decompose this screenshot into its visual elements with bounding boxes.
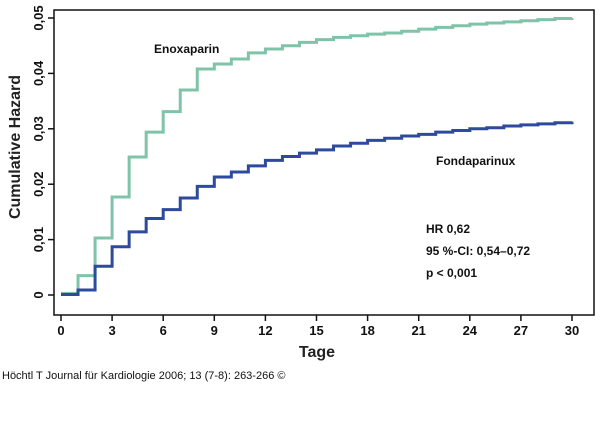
- y-axis-title: Cumulative Hazard: [7, 75, 24, 219]
- cumulative-hazard-chart: 0 3 6 9 12 15 18 21 24 27 30 0 0,01 0,02 0,03 0,04 0,05…: [7, 5, 595, 361]
- x-tick-label: 24: [463, 323, 478, 338]
- x-tick-label: 15: [309, 323, 323, 338]
- x-tick-label: 3: [108, 323, 115, 338]
- y-tick-label: 0: [31, 291, 46, 298]
- x-tick-label: 0: [57, 323, 64, 338]
- x-tick-label: 21: [411, 323, 425, 338]
- x-axis: 0 3 6 9 12 15 18 21 24 27 30: [57, 315, 579, 338]
- y-tick-label: 0,03: [31, 116, 46, 141]
- y-axis: 0 0,01 0,02 0,03 0,04 0,05: [31, 5, 54, 299]
- series-label-enoxaparin: Enoxaparin: [154, 42, 219, 56]
- y-tick-label: 0,05: [31, 5, 46, 30]
- y-tick-label: 0,01: [31, 227, 46, 252]
- x-tick-label: 27: [514, 323, 528, 338]
- x-tick-label: 12: [258, 323, 272, 338]
- x-tick-label: 6: [160, 323, 167, 338]
- y-tick-label: 0,04: [31, 60, 46, 86]
- y-tick-label: 0,02: [31, 172, 46, 197]
- annotation-hr: HR 0,62: [426, 222, 470, 236]
- series-line-fondaparinux: [61, 121, 574, 296]
- annotation-ci: 95 %-CI: 0,54–0,72: [426, 244, 530, 258]
- annotation-p-value: p < 0,001: [426, 266, 477, 280]
- x-tick-label: 18: [360, 323, 374, 338]
- source-citation: Höchtl T Journal für Kardiologie 2006; 1…: [2, 370, 286, 382]
- series-label-fondaparinux: Fondaparinux: [436, 154, 516, 168]
- series-lines: [61, 17, 574, 296]
- x-axis-title: Tage: [299, 344, 335, 361]
- series-line-enoxaparin: [61, 17, 574, 295]
- x-tick-label: 9: [211, 323, 218, 338]
- x-tick-label: 30: [565, 323, 579, 338]
- plot-area-frame: [53, 9, 595, 316]
